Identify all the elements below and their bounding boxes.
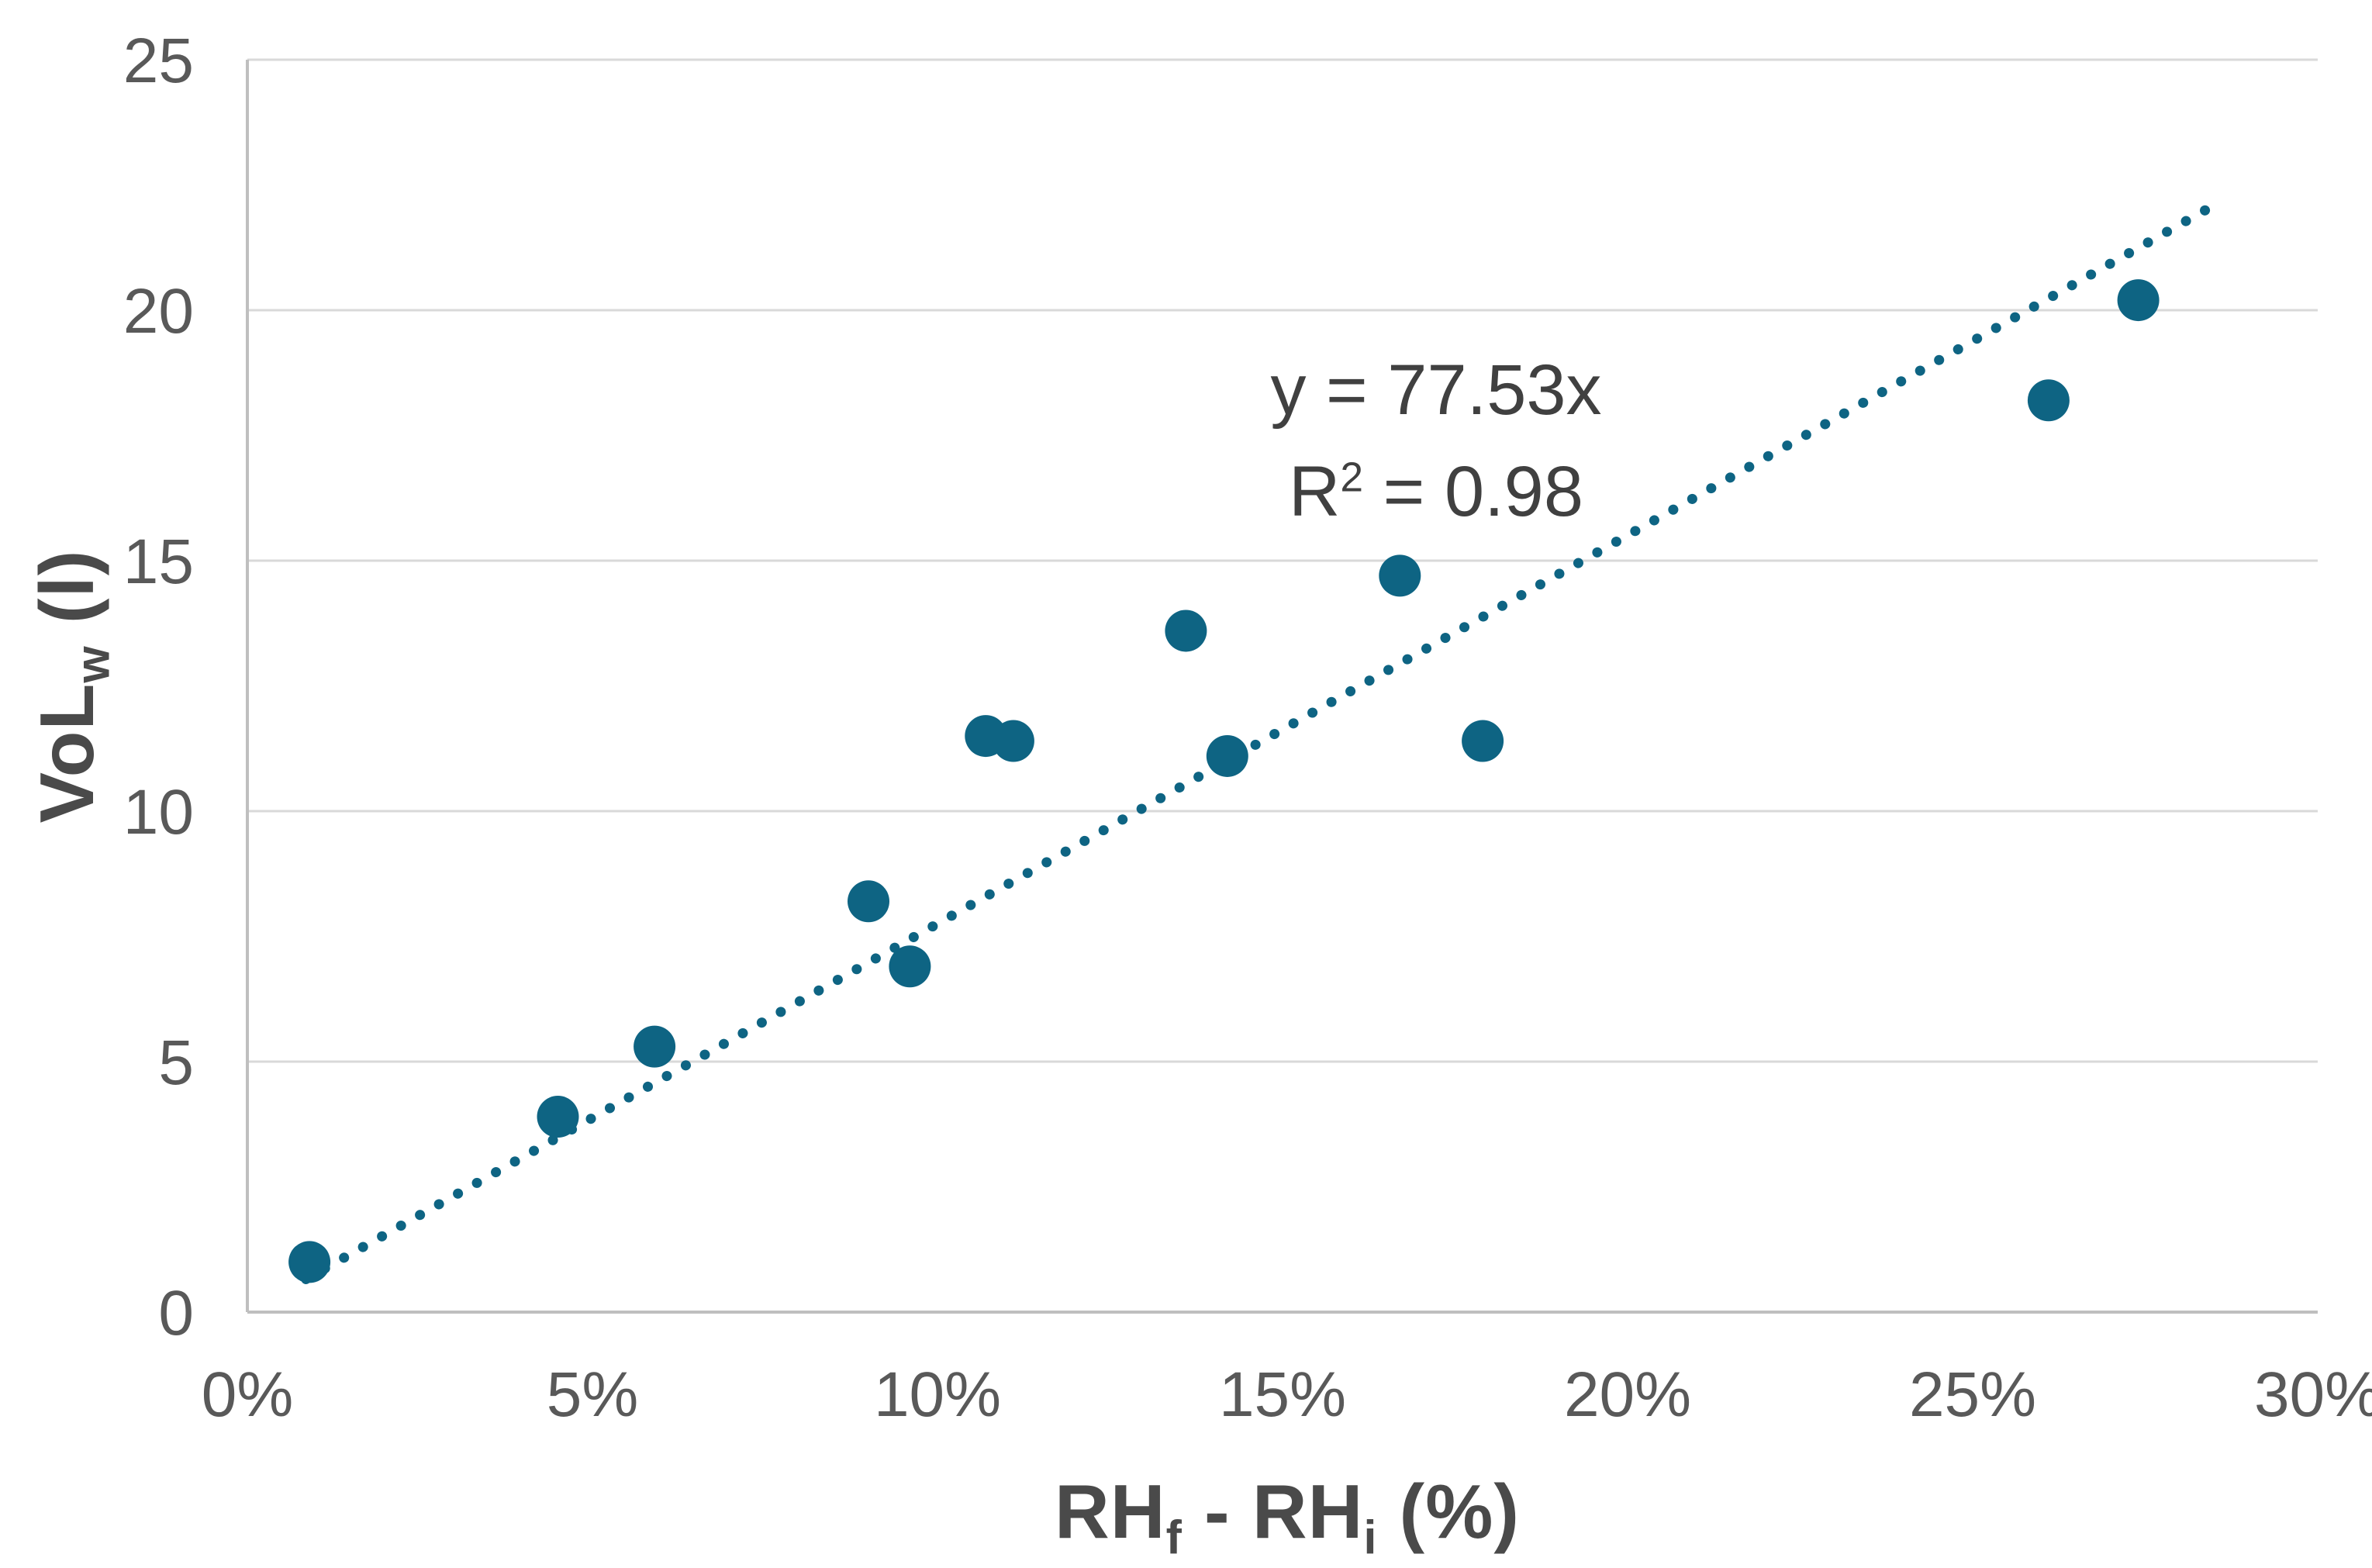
x-tick-label: 20% <box>1564 1359 1691 1430</box>
x-tick-label: 5% <box>547 1359 639 1430</box>
y-tick-label: 5 <box>158 1027 194 1098</box>
data-point <box>288 1241 331 1283</box>
x-tick-label: 10% <box>874 1359 1001 1430</box>
trendline-equation: y = 77.53x <box>1270 351 1602 430</box>
trendline-r-squared: R2 = 0.98 <box>1288 451 1584 531</box>
data-point <box>1379 554 1421 597</box>
data-point <box>848 880 889 923</box>
trendline-annotation: y = 77.53x R2 = 0.98 <box>1048 340 1824 542</box>
x-axis-title: RHf - RHi (%) <box>1055 1469 1520 1564</box>
y-axis-title: VoLw (l) <box>24 549 119 824</box>
data-point <box>1462 720 1504 762</box>
y-tick-label: 0 <box>158 1278 194 1349</box>
data-point <box>634 1025 676 1068</box>
y-tick-label: 20 <box>123 276 194 347</box>
x-tick-label: 30% <box>2254 1359 2372 1430</box>
x-tick-label: 0% <box>202 1359 294 1430</box>
y-tick-label: 15 <box>123 527 194 597</box>
data-point <box>889 945 931 988</box>
x-tick-label: 15% <box>1219 1359 1346 1430</box>
data-point <box>992 720 1034 762</box>
trendline <box>301 204 2213 1284</box>
y-tick-label: 10 <box>123 777 194 848</box>
x-tick-label: 25% <box>1909 1359 2036 1430</box>
y-tick-label: 25 <box>123 26 194 96</box>
data-point <box>2117 279 2160 322</box>
data-point <box>537 1096 579 1138</box>
data-point <box>1165 610 1207 652</box>
data-point <box>1206 734 1248 777</box>
data-point <box>2027 379 2070 422</box>
